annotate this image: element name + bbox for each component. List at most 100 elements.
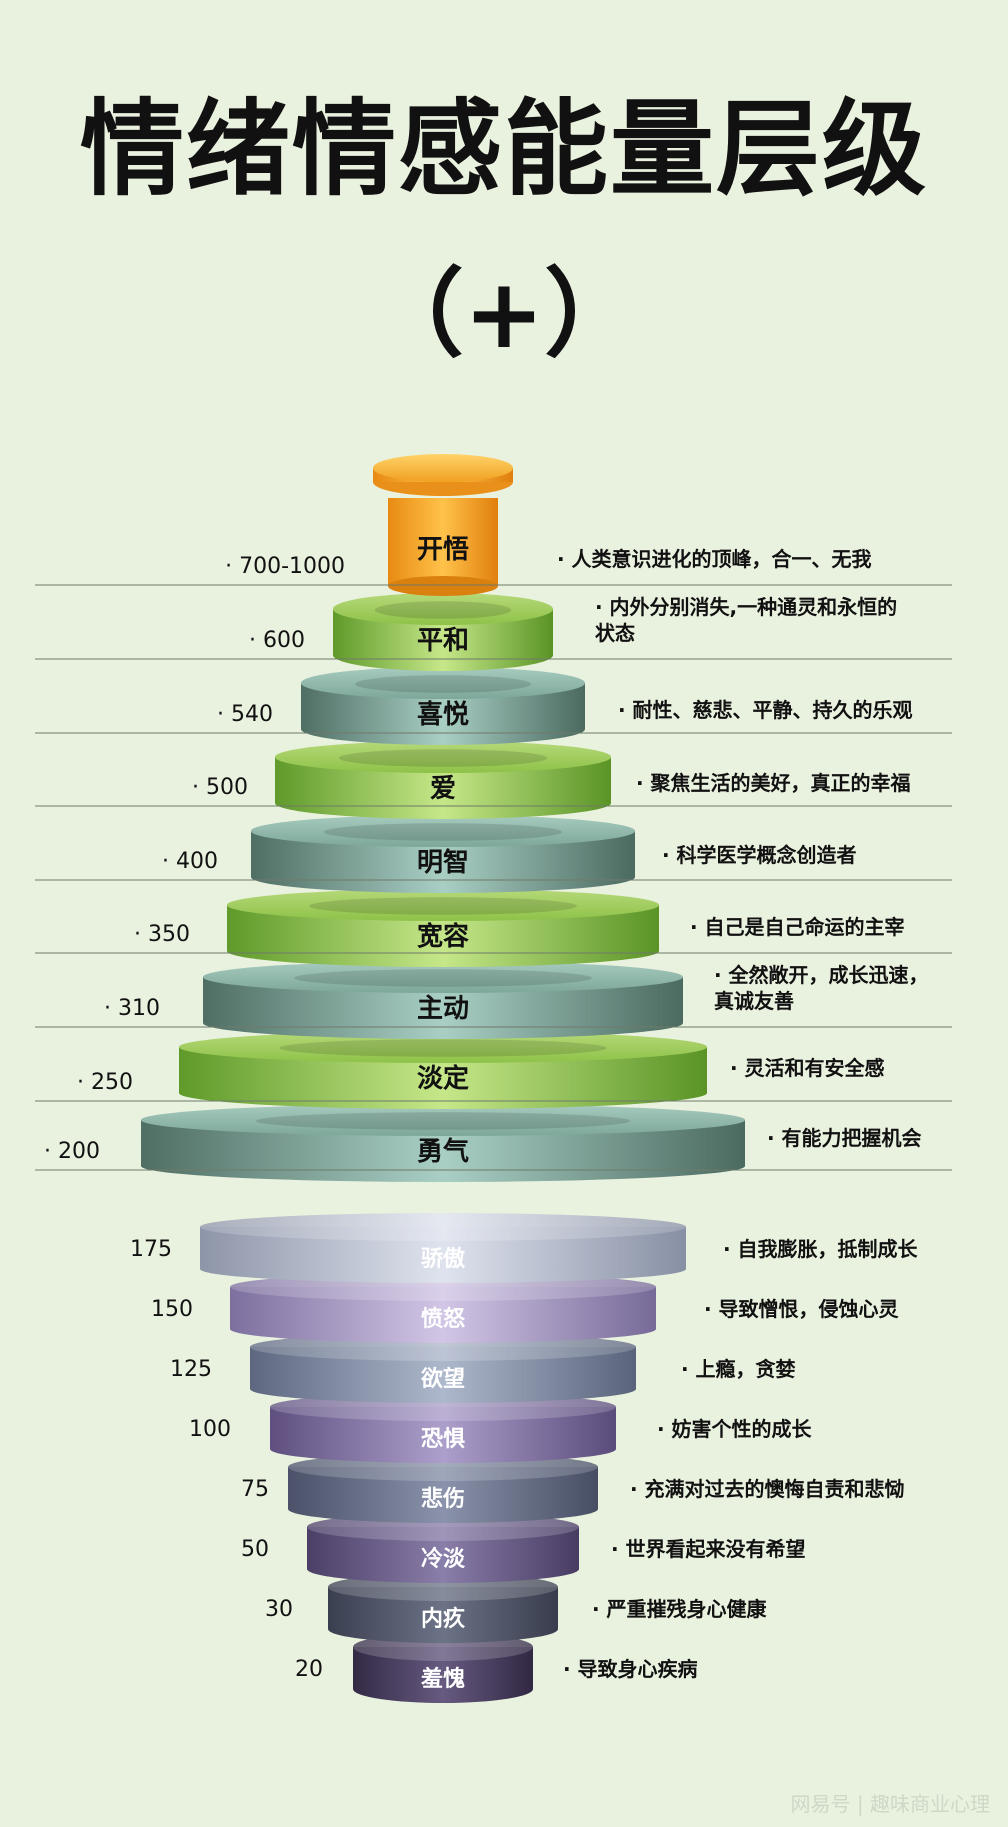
ring-hole: [279, 1039, 607, 1057]
level-description: · 导致身心疾病: [563, 1657, 698, 1681]
level-name: 淡定: [417, 1063, 469, 1094]
level-value: · 350: [134, 922, 190, 947]
level-value: · 600: [249, 628, 305, 653]
level-value: · 400: [162, 849, 218, 874]
level-description: · 妨害个性的成长: [657, 1417, 813, 1441]
cap-bottom: [388, 576, 498, 596]
level-value: 20: [295, 1657, 323, 1682]
level-description: · 严重摧残身心健康: [592, 1597, 768, 1621]
level-description: · 上瘾，贪婪: [681, 1357, 796, 1381]
level-description: 状态: [595, 621, 635, 645]
level-name: 骄傲: [421, 1246, 466, 1272]
level-value: 150: [151, 1297, 193, 1322]
disc-side: [307, 1527, 579, 1583]
ring-side: [141, 1120, 745, 1182]
page-subtitle: （+）: [367, 258, 641, 370]
level-value: 125: [170, 1357, 212, 1382]
ring-top: [301, 667, 585, 699]
level-name: 冷淡: [421, 1546, 466, 1572]
ring-top: [251, 815, 635, 847]
level-value: 175: [130, 1237, 172, 1262]
disc-side: [270, 1407, 616, 1463]
level-ring-540: [301, 667, 585, 745]
level-ring-600: [333, 593, 553, 671]
level-value: · 540: [217, 702, 273, 727]
level-ring-500: [275, 741, 611, 819]
level-value: 75: [241, 1477, 269, 1502]
level-ring-175: [200, 1213, 686, 1283]
ring-hole: [294, 969, 592, 987]
level-description: 真诚友善: [714, 989, 794, 1013]
level-description: · 自己是自己命运的主宰: [690, 915, 905, 939]
level-name: 喜悦: [417, 699, 469, 730]
level-description: · 有能力把握机会: [767, 1126, 922, 1150]
ring-top: [275, 741, 611, 773]
level-name: 平和: [417, 626, 469, 656]
ring-hole: [374, 601, 512, 619]
level-value: · 310: [104, 996, 160, 1021]
disc-side: [328, 1587, 558, 1643]
ring-hole: [354, 675, 532, 693]
disc-top-highlight: [200, 1213, 686, 1241]
level-name: 主动: [417, 994, 469, 1024]
level-name: 开悟: [417, 535, 469, 565]
level-name: 悲伤: [421, 1486, 465, 1512]
level-value: 50: [241, 1537, 269, 1562]
level-ring-310: [203, 961, 683, 1039]
ring-hole: [309, 897, 577, 915]
level-name: 宽容: [417, 921, 469, 952]
ring-hole: [323, 823, 563, 841]
level-name: 欲望: [420, 1366, 465, 1392]
level-description: · 自我膨胀，抵制成长: [723, 1237, 919, 1261]
level-description: · 内外分别消失,一种通灵和永恒的: [595, 595, 897, 619]
level-value: · 250: [77, 1070, 133, 1095]
level-ring-200: [141, 1104, 745, 1182]
ring-top: [141, 1104, 745, 1136]
ring-top: [179, 1031, 707, 1063]
level-value: · 700-1000: [225, 554, 345, 579]
level-description: · 世界看起来没有希望: [611, 1537, 806, 1561]
level-description: · 充满对过去的懊悔自责和悲恸: [630, 1477, 905, 1501]
ring-top: [333, 593, 553, 625]
disc-side: [250, 1347, 636, 1403]
disc-top: [200, 1213, 686, 1241]
ring-side: [203, 977, 683, 1039]
ring-hole: [255, 1112, 631, 1130]
watermark: 网易号 | 趣味商业心理: [790, 1792, 990, 1816]
page-title: 情绪情感能量层级: [79, 88, 928, 210]
ring-side: [179, 1047, 707, 1109]
level-ring-700-1000: [373, 454, 513, 596]
level-name: 明智: [417, 848, 469, 878]
level-name: 爱: [430, 774, 456, 804]
ring-side: [275, 757, 611, 819]
level-name: 内疚: [421, 1606, 466, 1632]
level-name: 愤怒: [421, 1306, 465, 1332]
level-value: · 200: [44, 1139, 100, 1164]
cap-body: [388, 498, 498, 586]
disc-side: [353, 1647, 533, 1703]
ring-side: [301, 683, 585, 745]
level-description: · 导致憎恨，侵蚀心灵: [704, 1297, 900, 1321]
disc-side: [230, 1287, 656, 1343]
ring-side: [333, 609, 553, 671]
disc-side: [200, 1227, 686, 1283]
level-description: · 人类意识进化的顶峰，合一、无我: [557, 547, 872, 571]
level-ring-350: [227, 889, 659, 967]
level-ring-250: [179, 1031, 707, 1109]
level-name: 恐惧: [421, 1426, 465, 1452]
ring-side: [227, 905, 659, 967]
ring-side: [251, 831, 635, 893]
level-value: · 500: [192, 775, 248, 800]
level-description: · 灵活和有安全感: [730, 1056, 885, 1080]
level-ring-400: [251, 815, 635, 893]
level-name: 勇气: [417, 1136, 469, 1167]
ring-top: [227, 889, 659, 921]
level-description: · 聚焦生活的美好，真正的幸福: [636, 771, 911, 795]
level-value: 100: [189, 1417, 231, 1442]
level-value: 30: [265, 1597, 293, 1622]
disc-side: [288, 1467, 598, 1523]
ring-hole: [338, 749, 548, 767]
level-description: · 耐性、慈悲、平静、持久的乐观: [618, 698, 913, 722]
level-description: · 全然敞开，成长迅速，: [714, 963, 929, 987]
